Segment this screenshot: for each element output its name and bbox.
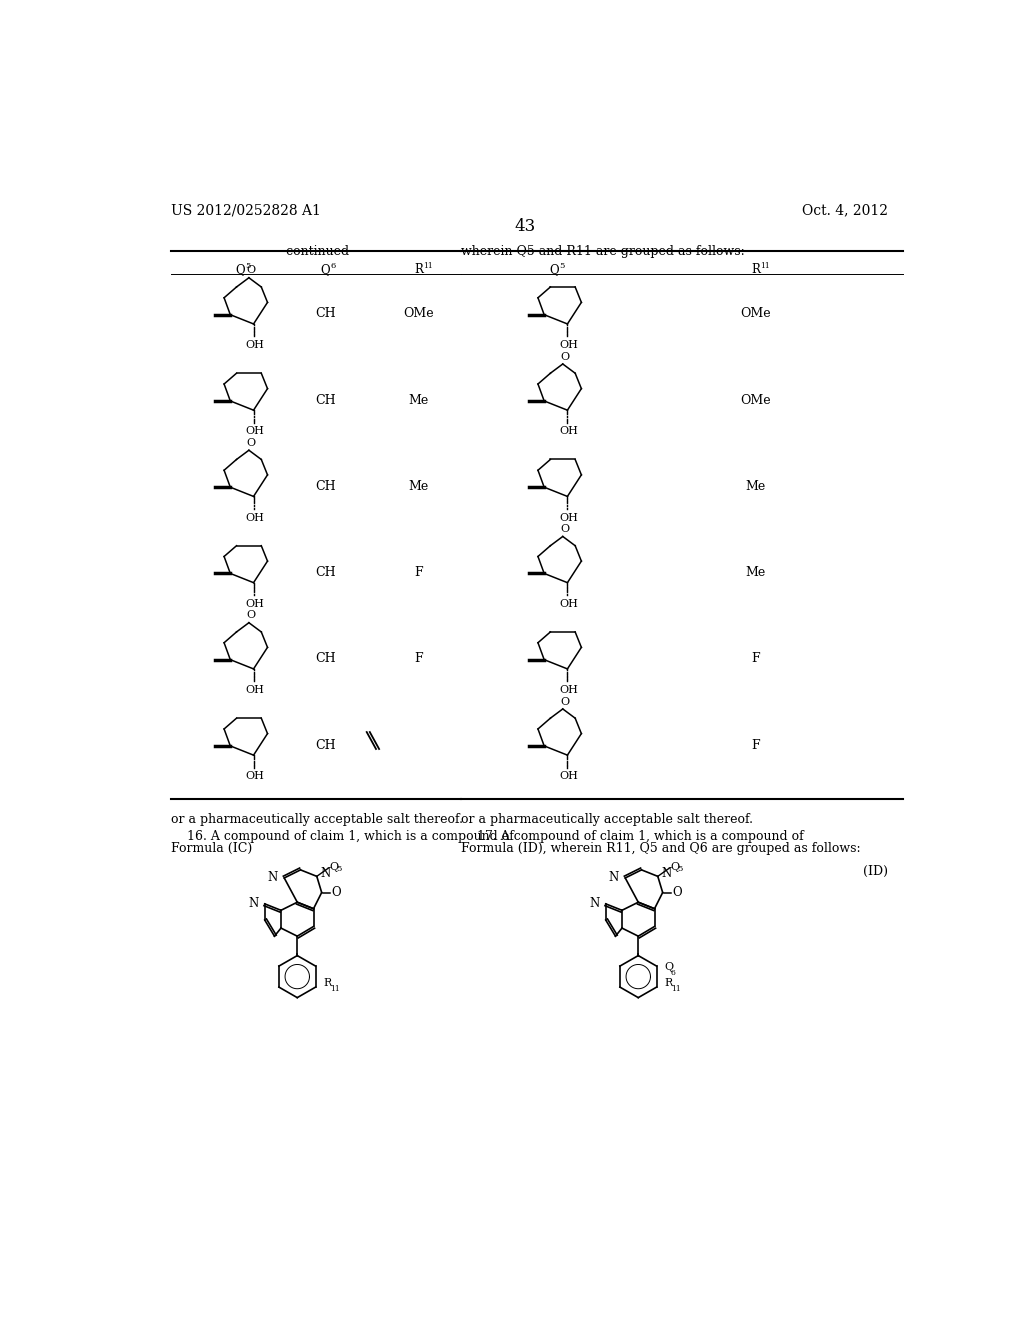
Text: CH: CH [315,393,336,407]
Text: 11: 11 [423,263,433,271]
Text: F: F [752,739,760,751]
Text: OH: OH [246,599,264,609]
Text: Me: Me [745,480,766,492]
Text: 6: 6 [331,263,336,271]
Text: F: F [752,652,760,665]
Text: US 2012/0252828 A1: US 2012/0252828 A1 [171,203,321,216]
Text: 11: 11 [671,985,681,993]
Text: Formula (ID), wherein R11, Q5 and Q6 are grouped as follows:: Formula (ID), wherein R11, Q5 and Q6 are… [461,842,861,855]
Text: F: F [415,566,423,579]
Text: 11: 11 [330,985,340,993]
Text: O: O [560,351,569,362]
Text: or a pharmaceutically acceptable salt thereof.: or a pharmaceutically acceptable salt th… [171,813,463,826]
Text: OH: OH [246,512,264,523]
Text: OH: OH [559,771,579,781]
Text: OMe: OMe [740,308,771,321]
Text: 5: 5 [559,263,564,271]
Text: OH: OH [246,341,264,350]
Text: Q: Q [550,263,559,276]
Text: OH: OH [559,685,579,696]
Text: R: R [324,978,332,989]
Text: R: R [665,978,673,989]
Text: O: O [673,886,682,899]
Text: R: R [752,263,760,276]
Text: 43: 43 [514,218,536,235]
Text: N: N [589,898,599,911]
Text: Q: Q [321,263,331,276]
Text: O: O [560,524,569,535]
Text: OH: OH [246,685,264,696]
Text: Q: Q [671,862,680,871]
Text: O: O [332,886,341,899]
Text: Formula (IC): Formula (IC) [171,842,252,855]
Text: Q: Q [236,263,245,276]
Text: O: O [247,438,256,447]
Text: N: N [608,871,618,884]
Text: N: N [321,867,331,879]
Text: OH: OH [246,426,264,437]
Text: CH: CH [315,480,336,492]
Text: or a pharmaceutically acceptable salt thereof.: or a pharmaceutically acceptable salt th… [461,813,754,826]
Text: F: F [415,652,423,665]
Text: OH: OH [246,771,264,781]
Text: 16. A compound of claim 1, which is a compound of: 16. A compound of claim 1, which is a co… [171,830,513,843]
Text: 11: 11 [761,263,770,271]
Text: 5: 5 [677,865,683,873]
Text: Oct. 4, 2012: Oct. 4, 2012 [802,203,888,216]
Text: O: O [560,697,569,706]
Text: CH: CH [315,566,336,579]
Text: N: N [662,867,672,879]
Text: O: O [247,610,256,620]
Text: 17. A compound of claim 1, which is a compound of: 17. A compound of claim 1, which is a co… [461,830,804,843]
Text: R: R [414,263,423,276]
Text: N: N [248,898,258,911]
Text: Me: Me [745,566,766,579]
Text: CH: CH [315,652,336,665]
Text: Q: Q [665,962,674,972]
Text: wherein Q5 and R11 are grouped as follows:: wherein Q5 and R11 are grouped as follow… [461,244,745,257]
Text: -continued: -continued [283,244,349,257]
Text: OMe: OMe [740,393,771,407]
Text: Me: Me [409,393,429,407]
Text: 5: 5 [245,263,251,271]
Text: CH: CH [315,308,336,321]
Text: OH: OH [559,341,579,350]
Text: 5: 5 [336,865,342,873]
Text: 6: 6 [671,969,676,977]
Text: CH: CH [315,739,336,751]
Text: O: O [247,265,256,276]
Text: Me: Me [409,480,429,492]
Text: (ID): (ID) [862,866,888,878]
Text: OH: OH [559,426,579,437]
Text: N: N [267,871,278,884]
Text: Q: Q [330,862,339,871]
Text: OH: OH [559,512,579,523]
Text: OMe: OMe [403,308,434,321]
Text: OH: OH [559,599,579,609]
